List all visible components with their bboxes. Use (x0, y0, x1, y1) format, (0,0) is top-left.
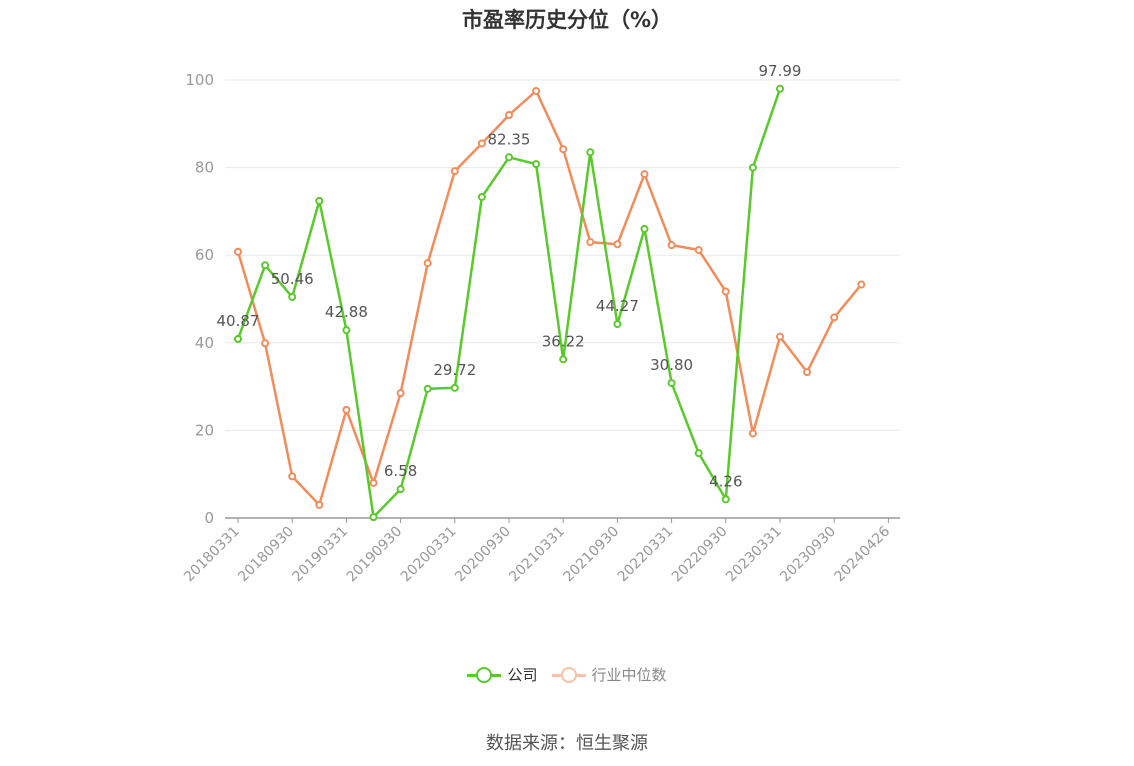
data-point-industry (477, 139, 486, 148)
data-point-industry (559, 145, 568, 154)
data-label-company: 36.22 (542, 332, 585, 350)
x-tick-label: 20190930 (344, 524, 406, 586)
data-point-industry (748, 429, 757, 438)
x-tick-label: 20200930 (452, 524, 514, 586)
data-point-industry (721, 287, 730, 296)
chart-title: 市盈率历史分位（%） (461, 8, 673, 32)
x-tick-label: 20220331 (615, 524, 677, 586)
data-point-company (640, 224, 649, 233)
data-label-company: 97.99 (759, 62, 802, 80)
data-point-company (477, 192, 486, 201)
x-tick-label: 20240426 (832, 523, 894, 585)
data-point-industry (586, 238, 595, 247)
x-tick-label: 20200331 (398, 524, 460, 586)
y-tick-label: 40 (195, 334, 214, 352)
data-point-company (748, 163, 757, 172)
legend-swatch-industry (551, 665, 586, 685)
data-point-industry (342, 405, 351, 414)
data-label-company: 4.26 (709, 472, 742, 490)
data-point-industry (396, 389, 405, 398)
data-label-company: 40.87 (217, 312, 260, 330)
series-line-industry (236, 89, 863, 507)
data-point-industry (776, 332, 784, 341)
data-point-company (667, 379, 676, 388)
x-tick-label: 20220930 (669, 524, 731, 586)
y-tick-label: 100 (185, 71, 214, 89)
x-tick-label: 20180331 (181, 524, 243, 586)
x-tick-label: 20180930 (235, 524, 297, 586)
data-labels: 40.87 50.46 42.88 6.58 29.72 82.35 36.22 44.27 3… (217, 62, 802, 491)
data-point-industry (640, 170, 649, 179)
data-point-industry (694, 245, 703, 254)
data-point-company (586, 148, 595, 157)
data-point-company (234, 334, 242, 343)
data-point-company (505, 153, 513, 162)
data-label-company: 29.72 (433, 361, 476, 379)
x-tick-label: 20210331 (506, 524, 568, 586)
legend-label-industry: 行业中位数 (591, 666, 667, 684)
axes: 0 20 40 60 80 100 2018033120180930201903312019… (181, 71, 900, 585)
y-tick-label: 0 (204, 509, 214, 527)
data-label-company: 6.58 (384, 462, 417, 480)
data-point-industry (288, 472, 297, 481)
data-point-company (559, 355, 568, 364)
data-point-company (423, 384, 432, 393)
y-tick-label: 80 (195, 159, 214, 177)
legend-item-industry[interactable]: 行业中位数 (551, 664, 667, 685)
x-tick-label: 20230930 (777, 524, 839, 586)
data-point-company (369, 513, 378, 522)
data-point-industry (803, 368, 812, 377)
data-point-industry (450, 167, 459, 176)
data-point-industry (667, 241, 676, 250)
data-point-company (342, 326, 351, 335)
legend-label-company: 公司 (507, 666, 538, 684)
data-point-company (450, 383, 459, 392)
legend-item-company[interactable]: 公司 (467, 664, 538, 685)
data-label-company: 50.46 (271, 270, 314, 288)
data-point-company (315, 196, 324, 205)
data-point-industry (857, 280, 866, 289)
data-label-company: 44.27 (596, 297, 639, 315)
y-tick-label: 20 (195, 421, 214, 439)
data-point-company (288, 292, 297, 301)
data-point-industry (423, 259, 432, 268)
data-label-company: 42.88 (325, 303, 368, 321)
data-point-industry (830, 313, 839, 322)
data-point-industry (505, 111, 513, 120)
data-point-industry (369, 478, 378, 487)
data-point-company (776, 84, 784, 93)
grid-lines (225, 79, 900, 431)
data-point-industry (532, 86, 541, 95)
source-note: 数据来源：恒生聚源 (486, 733, 648, 754)
x-tick-label: 20190331 (290, 524, 352, 586)
data-point-company (532, 160, 541, 169)
data-label-company: 30.80 (650, 356, 693, 374)
data-point-industry (613, 240, 622, 249)
data-point-company (396, 485, 405, 494)
legend: 公司 行业中位数 (0, 664, 1134, 685)
data-label-company: 82.35 (488, 130, 531, 148)
data-point-industry (234, 247, 242, 256)
data-point-company (613, 320, 622, 329)
data-point-industry (315, 500, 324, 509)
data-point-industry (261, 339, 270, 348)
data-point-company (694, 449, 703, 458)
legend-swatch-company (467, 665, 502, 685)
data-point-company (261, 261, 270, 270)
y-tick-label: 60 (195, 246, 214, 264)
series (234, 84, 866, 522)
data-point-company (721, 495, 730, 504)
x-tick-label: 20230331 (723, 524, 785, 586)
x-tick-label: 20210930 (561, 524, 623, 586)
